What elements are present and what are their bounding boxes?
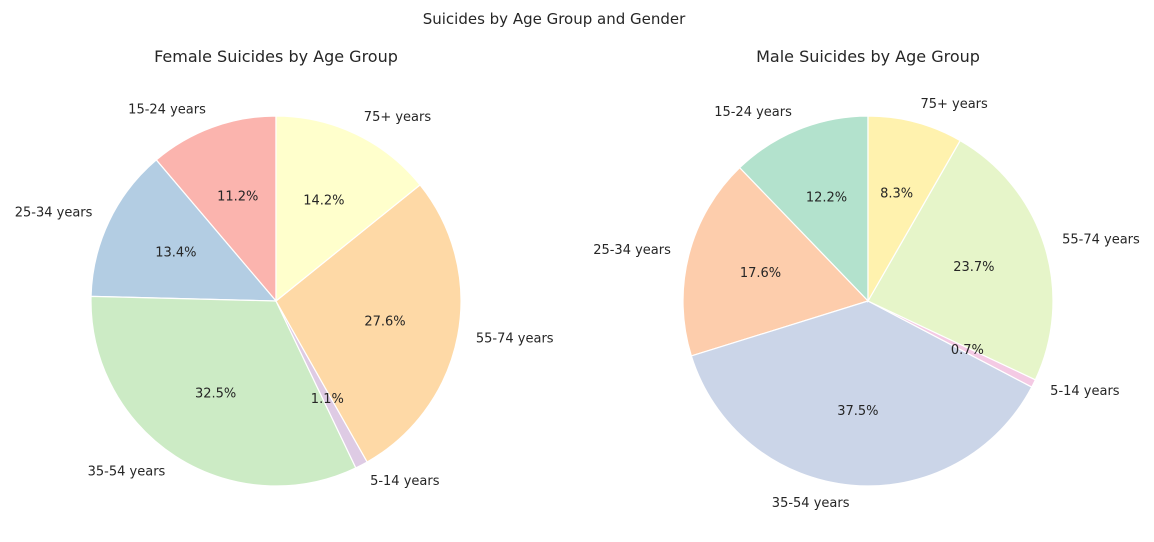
male-pct-35-54-years: 37.5% — [837, 404, 878, 419]
male-pct-15-24-years: 12.2% — [806, 191, 847, 206]
male-label-35-54-years: 35-54 years — [772, 496, 850, 511]
male-wedge-35-54-years — [690, 300, 1033, 487]
female-wedge-75-years — [275, 115, 421, 303]
female-pct-35-54-years: 32.5% — [195, 387, 236, 402]
male-pie-wedges — [682, 115, 1054, 487]
male-pct-25-34-years: 17.6% — [740, 266, 781, 281]
male-wedge-25-34-years — [682, 166, 870, 357]
female-pie-chart: Female Suicides by Age Group 15-24 years… — [15, 47, 554, 489]
male-label-55-74-years: 55-74 years — [1062, 232, 1140, 247]
male-label-75-years: 75+ years — [920, 97, 988, 112]
male-pct-5-14-years: 0.7% — [951, 343, 984, 358]
female-pie-wedges — [90, 115, 462, 487]
male-pct-75-years: 8.3% — [880, 186, 913, 201]
female-label-15-24-years: 15-24 years — [128, 102, 206, 117]
male-wedge-75-years — [867, 115, 961, 304]
male-pie-chart: Male Suicides by Age Group 15-24 years 12… — [593, 47, 1140, 511]
female-label-35-54-years: 35-54 years — [88, 464, 166, 479]
male-wedge-15-24-years — [738, 115, 869, 303]
female-wedge-55-74-years — [275, 184, 462, 463]
female-wedge-15-24-years — [155, 115, 277, 303]
male-label-15-24-years: 15-24 years — [714, 105, 792, 120]
female-label-55-74-years: 55-74 years — [476, 332, 554, 347]
male-pie-labels: 15-24 years 12.2% 25-34 years 17.6% 35-54 ye… — [593, 97, 1140, 511]
male-pct-55-74-years: 23.7% — [953, 260, 994, 275]
female-label-5-14-years: 5-14 years — [370, 474, 440, 489]
female-wedge-35-54-years — [90, 295, 357, 487]
female-label-25-34-years: 25-34 years — [15, 206, 93, 221]
male-pie-title: Male Suicides by Age Group — [756, 47, 980, 66]
female-pct-15-24-years: 11.2% — [217, 189, 258, 204]
male-label-5-14-years: 5-14 years — [1050, 384, 1120, 399]
female-pie-labels: 15-24 years 11.2% 25-34 years 13.4% 35-54 ye… — [15, 102, 554, 488]
female-pct-25-34-years: 13.4% — [155, 246, 196, 261]
female-label-75-years: 75+ years — [364, 110, 432, 125]
female-pct-75-years: 14.2% — [303, 193, 344, 208]
female-wedge-25-34-years — [90, 159, 278, 302]
figure-title: Suicides by Age Group and Gender — [423, 10, 686, 28]
female-pie-title: Female Suicides by Age Group — [154, 47, 398, 66]
male-wedge-55-74-years — [867, 139, 1054, 381]
female-pct-5-14-years: 1.1% — [311, 392, 344, 407]
male-label-25-34-years: 25-34 years — [593, 243, 671, 258]
female-pct-55-74-years: 27.6% — [364, 314, 405, 329]
